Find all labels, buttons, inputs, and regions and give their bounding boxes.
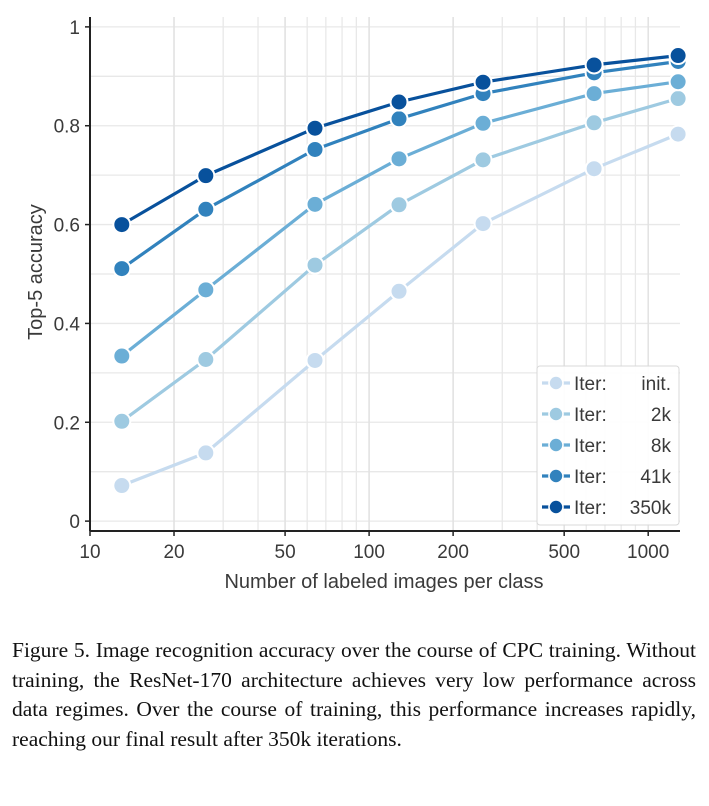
data-point	[389, 149, 409, 169]
data-point	[668, 46, 688, 66]
accuracy-line-chart: 0 0.2 0.4 0.6 0.8 1 10 20 50 100 200 500 1000 Top-5 …	[25, 17, 688, 593]
legend-swatch-marker	[548, 375, 564, 391]
legend-label-value: 8k	[651, 436, 672, 457]
data-point	[473, 72, 493, 92]
legend-label-value: init.	[641, 374, 671, 395]
legend-label-value: 2k	[651, 405, 672, 426]
legend-label-prefix: Iter:	[574, 374, 607, 395]
data-point	[305, 350, 325, 370]
data-point	[584, 55, 604, 75]
data-point	[305, 118, 325, 138]
data-point	[112, 476, 132, 496]
y-tick-label: 0.4	[54, 314, 81, 335]
legend-swatch-marker	[548, 437, 564, 453]
legend-label-value: 41k	[640, 467, 671, 488]
legend-swatch-marker	[548, 468, 564, 484]
legend-label-prefix: Iter:	[574, 405, 607, 426]
legend-label-prefix: Iter:	[574, 498, 607, 519]
x-tick-label: 10	[79, 542, 100, 563]
x-tick-label: 20	[163, 542, 184, 563]
data-point	[112, 215, 132, 235]
data-point	[584, 84, 604, 104]
legend-swatch-marker	[548, 406, 564, 422]
figure-caption: Figure 5. Image recognition accuracy ove…	[12, 638, 696, 751]
data-point	[112, 346, 132, 366]
legend: Iter: init. Iter: 2k Iter: 8k Iter: 41k Iter: 350…	[536, 365, 680, 526]
legend-label-value: 350k	[630, 498, 672, 519]
data-point	[196, 350, 216, 370]
y-tick-label: 0	[69, 512, 80, 533]
legend-box	[536, 365, 680, 526]
data-point	[668, 89, 688, 109]
y-tick-label: 0.2	[54, 413, 80, 434]
x-tick-label: 200	[437, 542, 469, 563]
data-point	[305, 139, 325, 159]
x-tick-label: 500	[548, 542, 580, 563]
data-point	[389, 109, 409, 129]
data-point	[305, 255, 325, 275]
data-point	[668, 72, 688, 92]
series-points	[112, 46, 688, 496]
legend-label-prefix: Iter:	[574, 467, 607, 488]
y-tick-label: 0.8	[54, 117, 80, 138]
data-point	[196, 199, 216, 219]
data-point	[196, 443, 216, 463]
data-point	[112, 411, 132, 431]
data-point	[473, 113, 493, 133]
data-point	[305, 194, 325, 214]
legend-swatch-marker	[548, 499, 564, 515]
data-point	[112, 259, 132, 279]
x-tick-label: 50	[275, 542, 296, 563]
data-point	[196, 280, 216, 300]
data-point	[389, 195, 409, 215]
data-point	[473, 214, 493, 234]
data-point	[473, 150, 493, 170]
data-point	[584, 113, 604, 133]
x-axis-title: Number of labeled images per class	[224, 571, 543, 593]
x-tick-label: 100	[353, 542, 385, 563]
data-point	[389, 92, 409, 112]
data-point	[668, 124, 688, 144]
x-tick-label: 1000	[627, 542, 669, 563]
y-axis-title: Top-5 accuracy	[25, 204, 47, 340]
legend-label-prefix: Iter:	[574, 436, 607, 457]
y-tick-label: 1	[69, 18, 80, 39]
axes	[89, 17, 680, 532]
data-point	[196, 166, 216, 186]
data-point	[584, 159, 604, 179]
data-point	[389, 281, 409, 301]
tick-labels: 0 0.2 0.4 0.6 0.8 1 10 20 50 100 200 500 1000	[54, 18, 670, 563]
y-tick-label: 0.6	[54, 216, 80, 237]
